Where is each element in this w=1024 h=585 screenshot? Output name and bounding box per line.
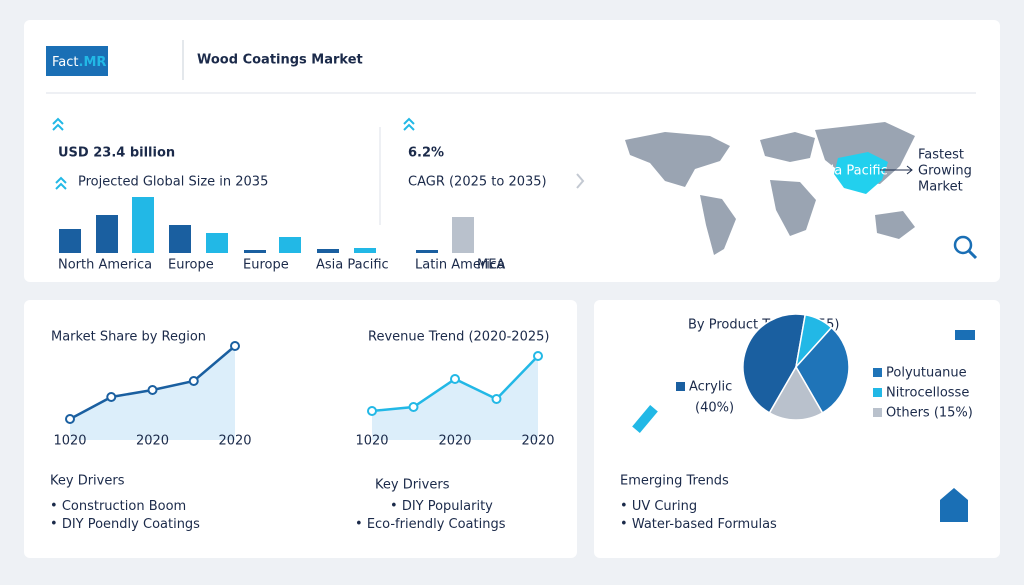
point (533, 351, 543, 361)
x-tick-label: 1020 (355, 434, 388, 449)
map-note: Growing (918, 164, 972, 179)
point (367, 406, 377, 416)
asia-pacific (834, 152, 888, 194)
bullet-text: DIY Popularity (402, 499, 493, 514)
bar (169, 225, 191, 253)
value-label: (40%) (695, 401, 734, 416)
legend-swatch (873, 368, 882, 377)
chart-title: Revenue Trend (2020-2025) (368, 330, 549, 345)
map-note: Fastest (918, 148, 964, 163)
panel-title: Emerging Trends (620, 474, 729, 489)
bar (206, 233, 228, 253)
bullet-item: • Construction Boom (50, 499, 186, 514)
home-icon (940, 488, 968, 522)
x-tick-label: Europe (168, 258, 214, 273)
point (188, 376, 199, 386)
title: Wood Coatings Market (197, 53, 363, 68)
icon (52, 117, 64, 131)
legend-label: Nitrocellosse (886, 386, 969, 401)
x-tick-label: North America (58, 258, 152, 273)
bar (354, 248, 376, 253)
brush-icon (632, 405, 658, 433)
left-card (24, 300, 577, 558)
logo-box (46, 46, 108, 76)
point (408, 402, 419, 412)
bullet-text: Water-based Formulas (632, 517, 777, 532)
icon (55, 176, 67, 190)
legend-swatch (676, 382, 685, 391)
point (65, 414, 75, 424)
x-tick-label: Asia Pacific (316, 258, 389, 273)
x-tick-label: Latin America (415, 258, 505, 273)
bullet-item: • DIY Popularity (390, 499, 493, 514)
bar (96, 215, 118, 253)
pie-slice (795, 326, 850, 414)
panel-title: Key Drivers (375, 478, 450, 493)
kpi-value: 6.2% (408, 146, 444, 161)
right-card (594, 300, 1000, 558)
x-tick-label: 2020 (521, 434, 554, 449)
pie-slice (768, 365, 824, 421)
bar (132, 197, 154, 253)
bar (452, 217, 474, 253)
bullet-text: Eco-friendly Coatings (367, 517, 506, 532)
bullet-text: DIY Poendly Coatings (62, 517, 200, 532)
bar (279, 237, 301, 253)
bullet-item: • UV Curing (620, 499, 697, 514)
legend-swatch (873, 408, 882, 417)
bullet-item: • DIY Poendly Coatings (50, 517, 200, 532)
panel-title: Key Drivers (50, 474, 125, 489)
bullet-text: UV Curing (632, 499, 697, 514)
legend-swatch (873, 388, 882, 397)
search-icon[interactable] (953, 235, 973, 255)
map-note: Market (918, 180, 963, 195)
icon (576, 173, 585, 189)
bar (244, 250, 266, 253)
bar (317, 249, 339, 253)
point (147, 385, 158, 395)
point (491, 394, 502, 404)
kpi-value: USD 23.4 billion (58, 146, 175, 161)
point (450, 374, 460, 384)
legend-label: Acrylic (689, 380, 732, 395)
arrow (880, 165, 913, 175)
map-label: Asia Pacific (815, 164, 888, 179)
chart-title: Market Share by Region (51, 330, 206, 345)
top-card (24, 20, 1000, 282)
logo: Fact.MR (52, 55, 106, 70)
point (230, 341, 240, 351)
bullet-item: • Eco-friendly Coatings (355, 517, 506, 532)
area (372, 356, 538, 440)
bar (416, 250, 438, 253)
x-tick-label: Europe (243, 258, 289, 273)
x-tick-label: MEA (477, 258, 505, 273)
bullet-item: • Water-based Formulas (620, 517, 777, 532)
x-tick-label: 1020 (53, 434, 86, 449)
roller-icon (955, 330, 975, 340)
icon (403, 117, 415, 131)
legend-label: Others (15%) (886, 406, 973, 421)
kpi-label: Projected Global Size in 2035 (78, 175, 268, 190)
kpi-label: CAGR (2025 to 2035) (408, 175, 547, 190)
x-tick-label: 2020 (136, 434, 169, 449)
bar (59, 229, 81, 253)
point (106, 392, 117, 402)
x-tick-label: 2020 (218, 434, 251, 449)
x-tick-label: 2020 (438, 434, 471, 449)
bullet-text: Construction Boom (62, 499, 186, 514)
search-icon[interactable] (967, 249, 978, 260)
legend-label: Polyutuanue (886, 366, 967, 381)
pie-slice (742, 313, 807, 414)
